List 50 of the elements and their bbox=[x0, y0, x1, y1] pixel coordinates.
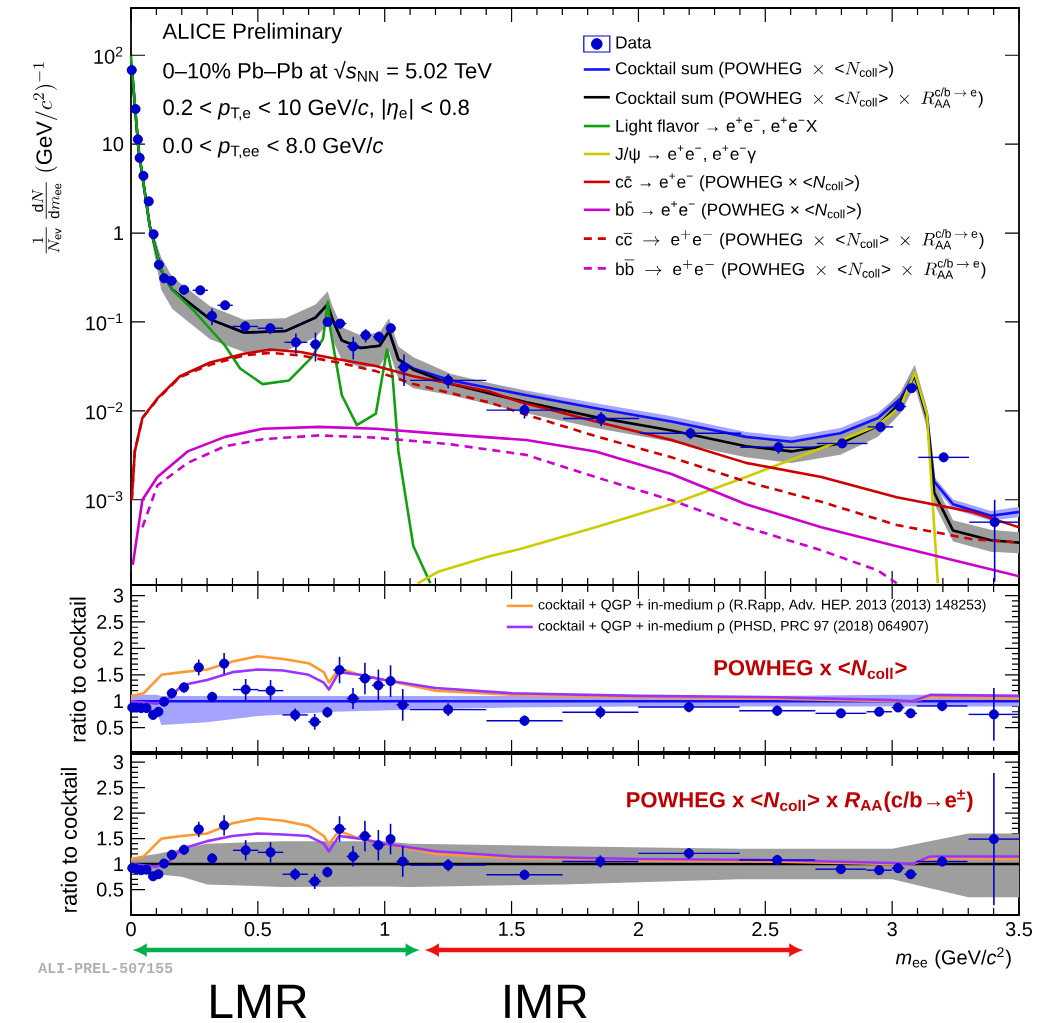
x-axis-title: m$_{ee}$ (GeV/c$^{2}$) bbox=[895, 947, 1011, 969]
x-tick-label: 2 bbox=[633, 922, 643, 936]
y-axis-title: ratio to cocktail bbox=[60, 768, 77, 912]
x-tick-label: 0.5 bbox=[244, 922, 271, 937]
x-tick-label: 1 bbox=[380, 922, 390, 936]
text: ALI-PREL-507155 bbox=[38, 962, 173, 974]
text: 0.2 < p$_{T,e}$ < 10 GeV/c, |η$_{e}$| < 0.8 bbox=[163, 98, 469, 121]
annotation: ALICE Preliminary bbox=[162, 22, 343, 44]
y-tick-label: 2 bbox=[113, 641, 123, 656]
y-tick-label: 1 bbox=[114, 857, 123, 871]
text: LMR bbox=[211, 984, 307, 1018]
y-tick-label: 1.5 bbox=[97, 831, 124, 846]
y-tick-label: 3 bbox=[113, 755, 124, 770]
text: IMR bbox=[505, 984, 587, 1018]
y-tick-label: 10$^{−2}$ bbox=[86, 402, 123, 420]
legend-label: cocktail + QGP + in-medium ρ (PHSD, PRC 97 (2018) 064907) bbox=[538, 620, 928, 634]
text: Light flavor → e$^{+}$e$^{−}$, e$^{+}$e$^{−}$X bbox=[616, 117, 818, 136]
y-tick-label: 2.5 bbox=[97, 780, 124, 795]
x-tick-label: 0 bbox=[126, 922, 136, 937]
y-tick-label: 1.5 bbox=[97, 667, 124, 682]
legend-label: $\text{Cocktail sum (POWHEG }\times\text{ <}N_{\text{coll}}\text{>)}$ bbox=[615, 61, 894, 78]
y-tick-label: 10$^{2}$ bbox=[94, 46, 123, 64]
text: POWHEG x <N$_{coll}$> x R$_{AA}$(c/b→e$^{±}$) bbox=[627, 789, 973, 812]
legend-label: $\text{Cocktail sum (POWHEG }\times\text{ <}N_{\text{coll}}\text{> }\times\ R_{\text{AA}}^{\text{c/b}\,\to\,\text{e}}\text{)}$ bbox=[615, 87, 983, 108]
y-tick-label: 1 bbox=[114, 226, 123, 240]
y-tick-label: 3 bbox=[113, 588, 124, 603]
y-tick-label: 2 bbox=[113, 806, 123, 821]
x-tick-label: 1.5 bbox=[499, 922, 525, 936]
y-tick-label: 2.5 bbox=[97, 614, 124, 630]
x-tick-label: 3.5 bbox=[1005, 922, 1033, 937]
y-tick-label: 1 bbox=[114, 694, 123, 709]
text: J/ψ → e$^{+}$e$^{−}$, e$^{+}$e$^{−}$γ bbox=[615, 145, 756, 164]
y-tick-label: 10$^{−3}$ bbox=[86, 491, 123, 509]
text: POWHEG x <N$_{coll}$> bbox=[714, 659, 907, 680]
legend-label: $\text{c}\overline{\text{c}}\ \to\ \text{e}^{+}\text{e}^{-}\text{ (POWHEG }\times\text{ <}N_{\text{coll}}\text{> }\times\ R_{\text{AA}}^{\text{c/b}\,\to\,\text{e}}\text{)}$ bbox=[615, 228, 984, 250]
y-tick-label: 0.5 bbox=[96, 882, 124, 897]
y-tick-label: 0.5 bbox=[96, 720, 124, 735]
y-tick-label: 10$^{−1}$ bbox=[86, 313, 123, 331]
legend-label: cc̄ → e$^{+}$e$^{−}$ (POWHEG × <N$_{coll}$>) bbox=[615, 173, 859, 192]
y-tick-label: 10 bbox=[103, 137, 124, 152]
y-axis-title: ratio to cocktail bbox=[69, 597, 86, 742]
legend-label: bb̄ → e$^{+}$e$^{−}$ (POWHEG × <N$_{coll}$>) bbox=[616, 201, 861, 220]
y-axis-title: $\frac{1}{N_{\mathrm{ev}}}\,\frac{\mathrm{d}N}{\mathrm{d}m_{\mathrm{ee}}}\;(\mathrm{GeV}/c^{2})^{-1}$ bbox=[31, 62, 62, 254]
annotation: 0–10% Pb–Pb at √s$_{NN}$ = 5.02 TeV bbox=[163, 60, 492, 82]
legend-label: Data bbox=[616, 36, 652, 49]
x-tick-label: 2.5 bbox=[752, 922, 779, 937]
legend-label: cocktail + QGP + in-medium ρ (R.Rapp, Adv. HEP. 2013 (2013) 148253) bbox=[538, 599, 986, 613]
annotation: 0.0 < p$_{T,ee}$ < 8.0 GeV/c bbox=[163, 137, 384, 159]
legend-label: $\text{b}\overline{\text{b}}\ \to\ \text{e}^{+}\text{e}^{-}\text{ (POWHEG }\times\text{ <}N_{\text{coll}}\text{> }\times\ R_{\text{AA}}^{\text{c/b}\,\to\,\text{e}}\text{)}$ bbox=[616, 258, 986, 279]
x-tick-label: 3 bbox=[887, 922, 897, 937]
